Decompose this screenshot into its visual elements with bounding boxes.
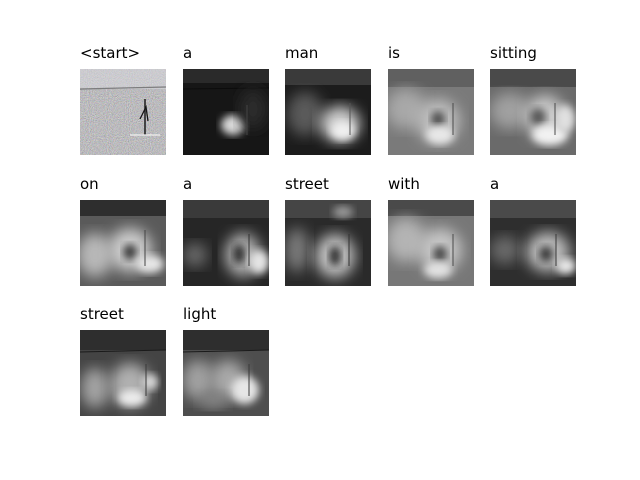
panel-word: is — [388, 44, 400, 62]
attention-map — [285, 69, 371, 155]
panel-word: street — [80, 305, 124, 323]
attention-map — [183, 330, 269, 416]
attention-map — [490, 69, 576, 155]
input-image — [80, 69, 166, 155]
attention-map — [80, 200, 166, 286]
panel-word: a — [490, 175, 500, 193]
panel-word: a — [183, 175, 193, 193]
panel-word: sitting — [490, 44, 537, 62]
panel-word: man — [285, 44, 319, 62]
panel-word: on — [80, 175, 99, 193]
attention-map — [80, 330, 166, 416]
panel-word: a — [183, 44, 193, 62]
panel-word: street — [285, 175, 329, 193]
attention-map — [285, 200, 371, 286]
attention-map — [490, 200, 576, 286]
attention-map — [388, 69, 474, 155]
panel-word: <start> — [80, 44, 141, 62]
panel-word: light — [183, 305, 217, 323]
attention-map — [183, 69, 269, 155]
attention-map — [183, 200, 269, 286]
attention-map — [388, 200, 474, 286]
panel-word: with — [388, 175, 420, 193]
